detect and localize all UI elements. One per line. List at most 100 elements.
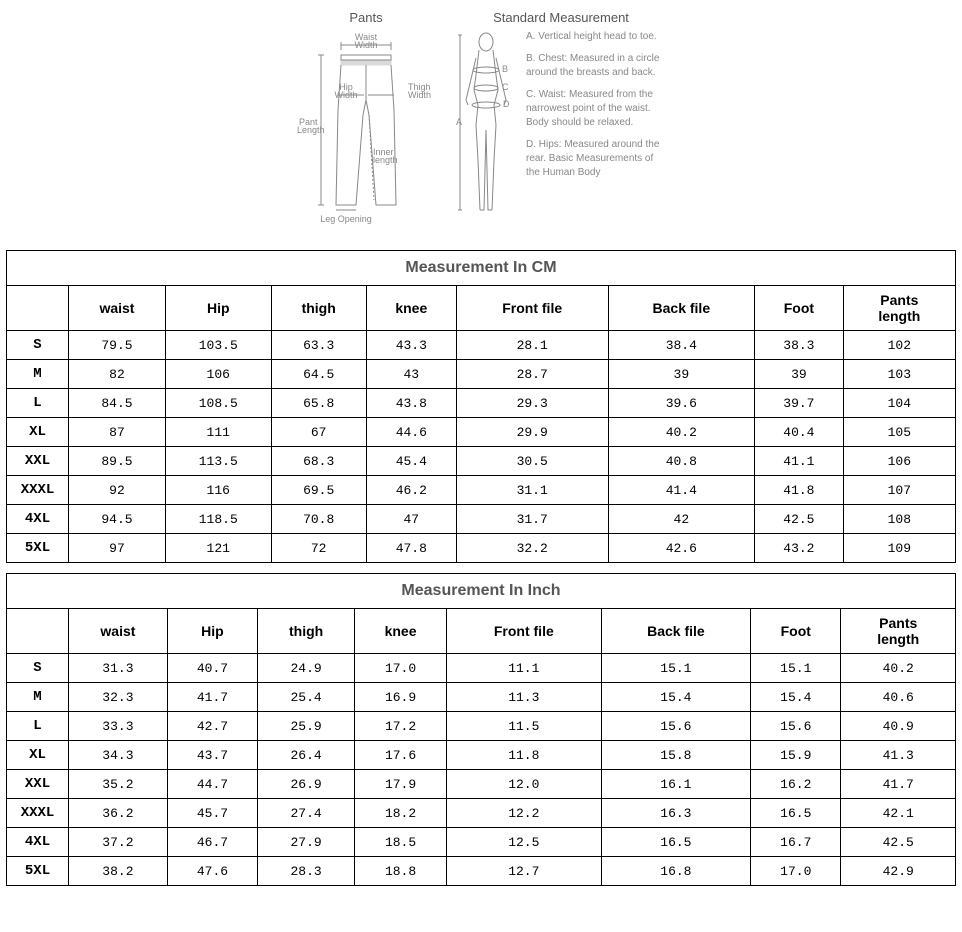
- cm-table: Measurement In CM waistHipthighkneeFront…: [6, 250, 956, 563]
- col-header: Pantslength: [843, 286, 955, 331]
- data-cell: 29.3: [456, 389, 608, 418]
- data-cell: 39.6: [608, 389, 755, 418]
- data-cell: 15.9: [751, 741, 841, 770]
- col-header: Front file: [456, 286, 608, 331]
- data-cell: 40.2: [608, 418, 755, 447]
- data-cell: 17.6: [355, 741, 447, 770]
- svg-text:Width: Width: [408, 90, 431, 100]
- data-cell: 106: [843, 447, 955, 476]
- data-cell: 18.8: [355, 857, 447, 886]
- table-row: S31.340.724.917.011.115.115.140.2: [7, 654, 956, 683]
- data-cell: 16.5: [601, 828, 751, 857]
- table-row: XXL89.5113.568.345.430.540.841.1106: [7, 447, 956, 476]
- data-cell: 45.7: [167, 799, 257, 828]
- data-cell: 16.8: [601, 857, 751, 886]
- data-cell: 103.5: [165, 331, 271, 360]
- data-cell: 15.6: [601, 712, 751, 741]
- data-cell: 108.5: [165, 389, 271, 418]
- table-row: 5XL971217247.832.242.643.2109: [7, 534, 956, 563]
- measure-item-d: D. Hips: Measured around the rear. Basic…: [526, 138, 666, 180]
- data-cell: 82: [69, 360, 166, 389]
- data-cell: 24.9: [258, 654, 355, 683]
- data-cell: 42.6: [608, 534, 755, 563]
- data-cell: 41.4: [608, 476, 755, 505]
- measurement-text: A. Vertical height head to toe. B. Chest…: [526, 30, 666, 188]
- data-cell: 26.9: [258, 770, 355, 799]
- data-cell: 68.3: [271, 447, 366, 476]
- data-cell: 15.6: [751, 712, 841, 741]
- inch-header-row: waistHipthighkneeFront fileBack fileFoot…: [7, 609, 956, 654]
- measure-item-c: C. Waist: Measured from the narrowest po…: [526, 88, 666, 130]
- col-header: [7, 286, 69, 331]
- data-cell: 84.5: [69, 389, 166, 418]
- size-cell: XXXL: [7, 799, 69, 828]
- data-cell: 11.3: [446, 683, 601, 712]
- data-cell: 40.4: [755, 418, 844, 447]
- data-cell: 16.5: [751, 799, 841, 828]
- col-header: Pantslength: [841, 609, 956, 654]
- svg-text:Width: Width: [354, 40, 377, 50]
- data-cell: 94.5: [69, 505, 166, 534]
- col-header: thigh: [271, 286, 366, 331]
- data-cell: 63.3: [271, 331, 366, 360]
- data-cell: 67: [271, 418, 366, 447]
- data-cell: 107: [843, 476, 955, 505]
- data-cell: 44.6: [366, 418, 456, 447]
- col-header: Hip: [167, 609, 257, 654]
- data-cell: 42.5: [755, 505, 844, 534]
- data-cell: 40.8: [608, 447, 755, 476]
- data-cell: 41.1: [755, 447, 844, 476]
- table-row: L84.5108.565.843.829.339.639.7104: [7, 389, 956, 418]
- data-cell: 41.3: [841, 741, 956, 770]
- data-cell: 12.7: [446, 857, 601, 886]
- data-cell: 28.3: [258, 857, 355, 886]
- data-cell: 102: [843, 331, 955, 360]
- col-header: Hip: [165, 286, 271, 331]
- col-header: knee: [355, 609, 447, 654]
- data-cell: 31.3: [69, 654, 168, 683]
- data-cell: 16.2: [751, 770, 841, 799]
- col-header: Foot: [751, 609, 841, 654]
- data-cell: 11.8: [446, 741, 601, 770]
- data-cell: 44.7: [167, 770, 257, 799]
- data-cell: 11.1: [446, 654, 601, 683]
- data-cell: 118.5: [165, 505, 271, 534]
- data-cell: 38.2: [69, 857, 168, 886]
- std-title: Standard Measurement: [493, 10, 629, 25]
- svg-text:Width: Width: [334, 90, 357, 100]
- svg-text:Leg Opening: Leg Opening: [320, 214, 372, 224]
- data-cell: 43.7: [167, 741, 257, 770]
- data-cell: 17.0: [355, 654, 447, 683]
- data-cell: 40.7: [167, 654, 257, 683]
- table-row: S79.5103.563.343.328.138.438.3102: [7, 331, 956, 360]
- data-cell: 87: [69, 418, 166, 447]
- data-cell: 43: [366, 360, 456, 389]
- inch-table-title: Measurement In Inch: [7, 574, 956, 609]
- svg-text:C: C: [502, 82, 509, 92]
- data-cell: 92: [69, 476, 166, 505]
- data-cell: 72: [271, 534, 366, 563]
- inch-table: Measurement In Inch waistHipthighkneeFro…: [6, 573, 956, 886]
- data-cell: 69.5: [271, 476, 366, 505]
- pants-svg: Waist Width Hip Width Thigh Width Pant L…: [296, 30, 436, 230]
- data-cell: 79.5: [69, 331, 166, 360]
- data-cell: 28.1: [456, 331, 608, 360]
- measure-item-b: B. Chest: Measured in a circle around th…: [526, 52, 666, 80]
- data-cell: 16.9: [355, 683, 447, 712]
- data-cell: 17.0: [751, 857, 841, 886]
- data-cell: 29.9: [456, 418, 608, 447]
- data-cell: 17.9: [355, 770, 447, 799]
- svg-text:Length: Length: [297, 125, 325, 135]
- data-cell: 34.3: [69, 741, 168, 770]
- data-cell: 46.2: [366, 476, 456, 505]
- data-cell: 39.7: [755, 389, 844, 418]
- col-header: Front file: [446, 609, 601, 654]
- data-cell: 108: [843, 505, 955, 534]
- table-row: 5XL38.247.628.318.812.716.817.042.9: [7, 857, 956, 886]
- data-cell: 26.4: [258, 741, 355, 770]
- data-cell: 27.9: [258, 828, 355, 857]
- data-cell: 38.4: [608, 331, 755, 360]
- svg-text:A: A: [456, 117, 462, 127]
- body-svg: A B C D: [456, 30, 516, 220]
- data-cell: 47.8: [366, 534, 456, 563]
